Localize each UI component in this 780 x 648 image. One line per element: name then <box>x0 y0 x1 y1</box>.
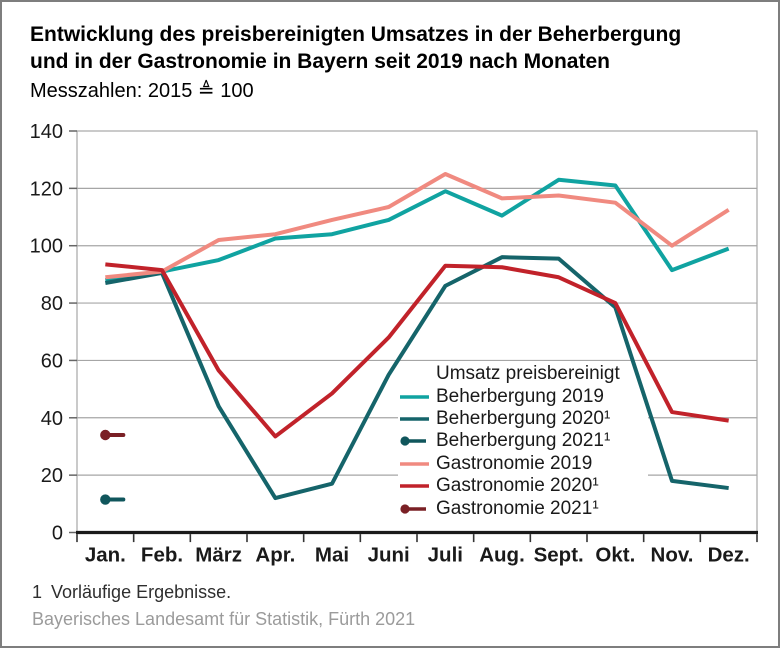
legend-item-label: Gastronomie 2019 <box>436 452 593 474</box>
y-axis-tick-label: 60 <box>41 350 63 372</box>
x-axis-month-label: Juni <box>368 544 410 567</box>
y-axis-tick-label: 20 <box>41 465 63 487</box>
legend-dot-icon <box>400 436 410 446</box>
legend-title: Umsatz preisbereinigt <box>436 363 620 385</box>
chart-footnote: 1 Vorläufige Ergebnisse. <box>32 582 231 603</box>
y-axis-tick-label: 140 <box>30 121 63 143</box>
y-axis-tick-label: 80 <box>41 293 63 315</box>
legend-item-label: Beherbergung 2019 <box>436 385 604 407</box>
legend-item: Beherbergung 2019 <box>398 385 648 407</box>
chart-legend: Umsatz preisbereinigt Beherbergung 2019 B… <box>398 361 648 524</box>
legend-item-label: Beherbergung 2020¹ <box>436 407 611 429</box>
legend-swatch-dot-line <box>400 436 426 446</box>
x-axis-month-label: Nov. <box>651 544 694 567</box>
x-axis-month-label: Dez. <box>708 544 750 567</box>
legend-item-label: Gastronomie 2020¹ <box>436 475 599 497</box>
chart-title-line1: Entwicklung des preisbereinigten Umsatze… <box>30 23 682 46</box>
legend-items: Beherbergung 2019 Beherbergung 2020¹ Beher… <box>398 385 648 519</box>
legend-swatch-dot-line <box>400 503 426 514</box>
legend-item-label: Beherbergung 2021¹ <box>436 430 611 452</box>
legend-swatch-line <box>400 461 429 466</box>
x-axis-month-label: Sept. <box>534 544 584 567</box>
legend-item: Beherbergung 2021¹ <box>398 430 648 452</box>
x-axis-month-label: März <box>195 544 242 567</box>
legend-item: Gastronomie 2019 <box>398 453 648 475</box>
x-axis-month-label: Apr. <box>255 544 295 567</box>
legend-swatch-line <box>400 394 429 399</box>
x-axis-month-label: Aug. <box>479 544 525 567</box>
x-axis-month-label: Mai <box>315 544 349 567</box>
chart-header: Entwicklung des preisbereinigten Umsatze… <box>30 21 681 104</box>
x-axis-month-label: Okt. <box>595 544 635 567</box>
legend-dot-icon <box>400 503 410 514</box>
y-axis-tick-label: 100 <box>30 236 63 258</box>
chart-title-line2: und in der Gastronomie in Bayern seit 20… <box>30 50 610 73</box>
y-axis-tick-label: 40 <box>41 408 63 430</box>
x-axis-month-label: Jan. <box>85 544 126 567</box>
chart-subtitle: Messzahlen: 2015 ≜ 100 <box>30 80 254 102</box>
legend-item: Gastronomie 2021¹ <box>398 497 648 519</box>
x-axis-month-label: Feb. <box>141 544 183 567</box>
legend-swatch-line <box>400 417 429 421</box>
legend-item: Gastronomie 2020¹ <box>398 475 648 497</box>
y-axis-tick-label: 0 <box>52 523 63 545</box>
x-axis-month-label: Juli <box>428 544 463 567</box>
footnote-number: 1 <box>32 582 43 602</box>
legend-item: Beherbergung 2020¹ <box>398 408 648 430</box>
legend-item-label: Gastronomie 2021¹ <box>436 497 599 519</box>
y-axis-tick-label: 120 <box>30 178 63 200</box>
footnote-text: Vorläufige Ergebnisse. <box>51 582 232 602</box>
chart-source: Bayerisches Landesamt für Statistik, Für… <box>32 609 416 629</box>
legend-swatch-line <box>400 484 429 488</box>
